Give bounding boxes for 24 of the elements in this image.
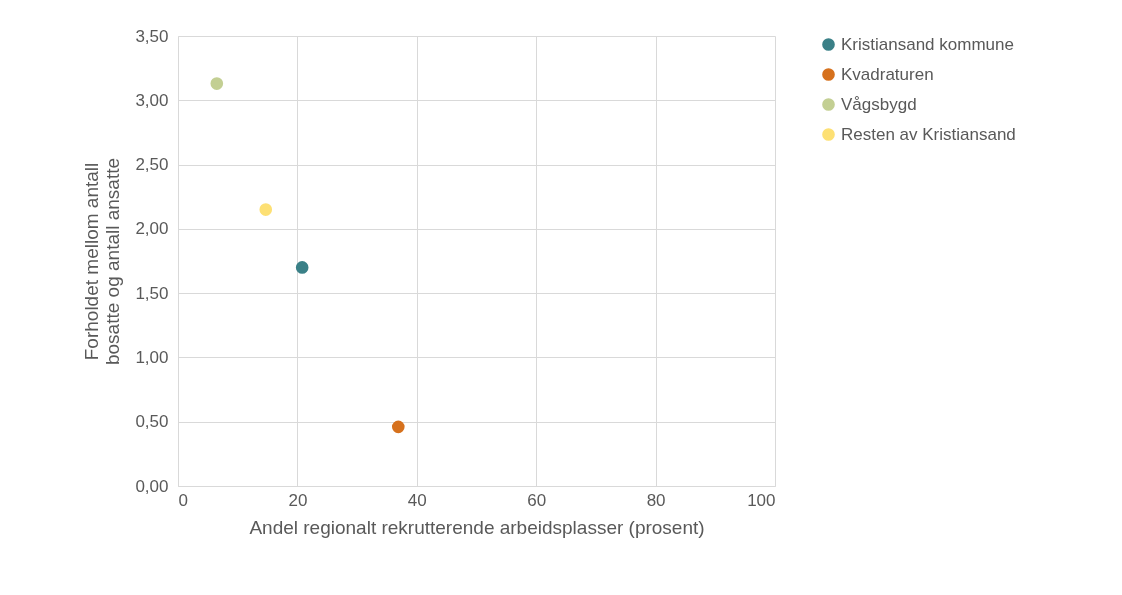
x-tick-label: 40 [407,490,427,510]
point [210,77,224,90]
x-tick-label: 80 [646,490,666,510]
y-tick-label: 3,50 [135,26,169,46]
y-tick-label: 2,50 [135,155,169,175]
x-tick-label: 100 [747,490,776,510]
x-tick-label: 0 [178,490,188,510]
y-axis-title: Forholdet mellom antall bosatte og antall ansatte [81,157,124,366]
point [295,261,309,274]
y-tick-label: 1,00 [135,347,169,367]
legend-label: Kristiansand kommune [841,34,1014,54]
y-tick-label: 2,00 [135,219,169,239]
legend-label: Resten av Kristiansand [841,124,1016,144]
y-tick-label: 0,00 [135,476,169,496]
x-tick-label: 20 [288,490,308,510]
point [391,420,405,434]
legend-label: Vågsbygd [841,94,917,114]
y-tick-label: 3,00 [135,90,169,110]
point [259,203,273,216]
legend-label: Kvadraturen [841,64,934,84]
x-axis-title: Andel regionalt rekrutterende arbeidsplasser (prosent) [249,516,705,538]
y-tick-label: 0,50 [135,412,169,432]
y-tick-label: 1,50 [135,283,169,303]
x-tick-label: 60 [527,490,547,510]
